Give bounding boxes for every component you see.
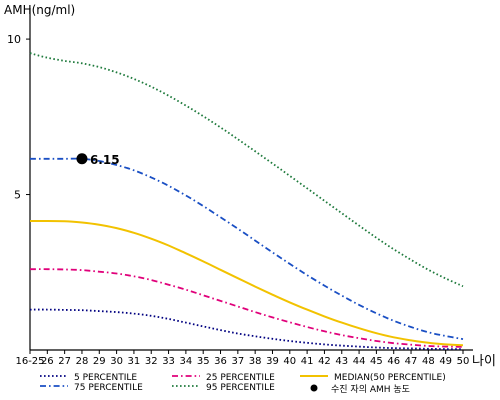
- user-amh-value-label: 6.15: [90, 153, 120, 167]
- x-tick-label: 41: [301, 356, 314, 367]
- x-tick-label: 16-25: [15, 356, 44, 367]
- x-tick-label: 33: [162, 356, 175, 367]
- x-tick-label: 44: [353, 356, 366, 367]
- series-line-4: [29, 52, 464, 288]
- legend-marker-swatch: [310, 384, 318, 392]
- y-axis-ticks: 5 10: [7, 33, 30, 202]
- x-tick-label: 35: [197, 356, 210, 367]
- y-tick-label: 10: [7, 33, 21, 46]
- series-line-1: [29, 268, 464, 348]
- legend-label-2: MEDIAN(50 PERCENTILE): [334, 373, 446, 383]
- x-tick-label: 31: [128, 356, 141, 367]
- series-line-2: [29, 219, 464, 347]
- x-tick-label: 30: [110, 356, 123, 367]
- x-tick-label: 26: [41, 356, 54, 367]
- legend-label-1: 25 PERCENTILE: [206, 373, 275, 383]
- x-tick-label: 40: [283, 356, 296, 367]
- user-amh-marker: [76, 153, 88, 165]
- x-tick-label: 49: [439, 356, 452, 367]
- x-axis-label: 나이: [472, 354, 496, 369]
- legend-label-3: 75 PERCENTILE: [74, 383, 143, 393]
- x-tick-label: 45: [370, 356, 383, 367]
- x-tick-label: 34: [180, 356, 193, 367]
- y-tick-label: 5: [14, 189, 21, 202]
- x-tick-label: 47: [405, 356, 418, 367]
- y-axis-label: AMH(ng/ml): [4, 3, 75, 17]
- x-tick-label: 50: [457, 356, 470, 367]
- x-tick-label: 43: [335, 356, 348, 367]
- user-marker-layer: 6.15: [76, 153, 120, 167]
- x-tick-label: 48: [422, 356, 435, 367]
- legend-label-0: 5 PERCENTILE: [74, 373, 137, 383]
- x-tick-label: 32: [145, 356, 158, 367]
- legend: 5 PERCENTILE 25 PERCENTILE MEDIAN(50 PERCE…: [40, 373, 446, 395]
- x-tick-label: 27: [58, 356, 71, 367]
- legend-label-4: 95 PERCENTILE: [206, 383, 275, 393]
- x-tick-label: 42: [318, 356, 331, 367]
- x-tick-label: 37: [231, 356, 244, 367]
- x-tick-label: 28: [76, 356, 89, 367]
- x-tick-label: 36: [214, 356, 227, 367]
- series-line-0: [29, 308, 463, 350]
- x-tick-label: 38: [249, 356, 262, 367]
- x-tick-label: 29: [93, 356, 106, 367]
- series-lines: [29, 52, 464, 350]
- legend-marker-label: 수진 자의 AMH 농도: [331, 384, 410, 395]
- series-line-3: [29, 157, 464, 340]
- x-tick-label: 46: [387, 356, 400, 367]
- x-tick-label: 39: [266, 356, 279, 367]
